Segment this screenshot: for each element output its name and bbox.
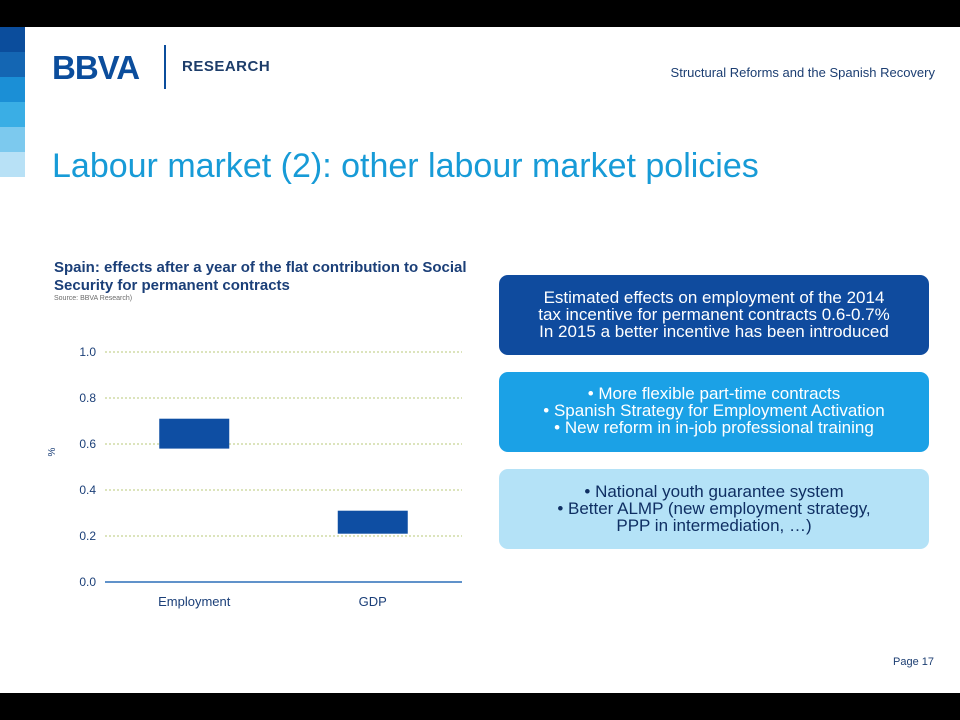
stripe-3 <box>0 77 25 102</box>
stripe-1 <box>0 27 25 52</box>
presentation-subtitle: Structural Reforms and the Spanish Recov… <box>670 65 935 80</box>
chart-title: Spain: effects after a year of the flat … <box>54 259 467 294</box>
stripe-2 <box>0 52 25 77</box>
y-tick-label: 0.2 <box>79 529 96 543</box>
slide-title: Labour market (2): other labour market p… <box>52 147 759 185</box>
info-box-employment-effects: Estimated effects on employment of the 2… <box>499 275 929 355</box>
logo-divider <box>164 45 166 89</box>
box2-line-2: • Spanish Strategy for Employment Activa… <box>543 401 885 420</box>
bar-employment <box>159 418 230 449</box>
chart-source: Source: BBVA Research) <box>54 295 133 302</box>
y-axis-label: % <box>47 447 58 456</box>
stripe-5 <box>0 127 25 152</box>
range-chart: 0.0 0.2 0.4 0.6 0.8 1.0 Employment GDP % <box>47 345 462 609</box>
box1-line-3: In 2015 a better incentive has been intr… <box>539 322 889 341</box>
box3-line-2: • Better ALMP (new employment strategy, <box>557 499 871 518</box>
info-box-labour-reforms: • More flexible part-time contracts • Sp… <box>499 372 929 452</box>
x-tick-label-employment: Employment <box>158 594 231 609</box>
box2-line-1: • More flexible part-time contracts <box>587 384 841 403</box>
box1-line-2: tax incentive for permanent contracts 0.… <box>538 305 890 324</box>
slide: BBVA RESEARCH Structural Reforms and the… <box>0 27 960 693</box>
bar-gdp <box>337 510 408 534</box>
y-tick-label: 0.8 <box>79 391 96 405</box>
stripe-bar <box>0 27 25 177</box>
bars <box>159 418 408 534</box>
x-tick-label-gdp: GDP <box>359 594 387 609</box>
box3-line-1: • National youth guarantee system <box>584 482 844 501</box>
box1-line-1: Estimated effects on employment of the 2… <box>543 288 885 307</box>
grid-layer <box>105 351 462 583</box>
research-label: RESEARCH <box>182 58 271 75</box>
box3-line-3: PPP in intermediation, …) <box>616 516 812 535</box>
page-number: Page 17 <box>893 656 934 668</box>
box2-line-3: • New reform in in-job professional trai… <box>554 418 874 437</box>
info-box-youth-policies: • National youth guarantee system • Bett… <box>499 469 929 549</box>
y-tick-label: 0.0 <box>79 575 96 589</box>
y-tick-label: 0.6 <box>79 437 96 451</box>
stripe-4 <box>0 102 25 127</box>
y-tick-labels: 0.0 0.2 0.4 0.6 0.8 1.0 <box>79 345 96 589</box>
x-tick-labels: Employment GDP <box>158 594 387 609</box>
y-tick-label: 0.4 <box>79 483 96 497</box>
y-tick-label: 1.0 <box>79 345 96 359</box>
stripe-6 <box>0 152 25 177</box>
bbva-logo: BBVA <box>52 49 140 86</box>
